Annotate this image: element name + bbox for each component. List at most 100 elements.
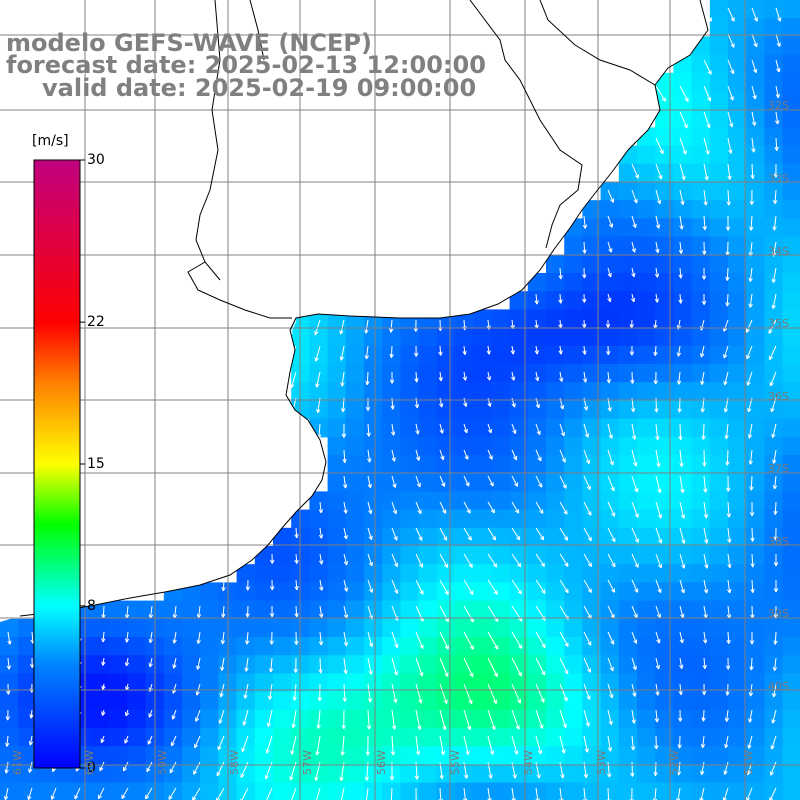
field-cell	[327, 746, 347, 765]
wind-arrow	[487, 449, 493, 460]
field-cell	[291, 637, 310, 656]
field-cell	[673, 182, 693, 201]
longitude-label: 53W	[595, 750, 608, 775]
wind-arrow	[726, 631, 731, 644]
field-cell	[546, 509, 565, 529]
wind-arrow	[772, 657, 778, 671]
field-cell	[618, 200, 638, 219]
field-cell	[327, 673, 347, 693]
field-cell	[491, 327, 511, 347]
wind-arrow	[242, 709, 249, 726]
longitude-label: 54W	[522, 750, 535, 775]
field-cell	[436, 364, 456, 383]
field-cell	[600, 455, 620, 474]
wind-arrow	[316, 787, 321, 800]
field-cell	[491, 691, 511, 711]
wind-arrow	[291, 709, 297, 729]
field-cell	[564, 273, 583, 292]
field-cell	[473, 455, 492, 474]
field-cell	[473, 382, 492, 401]
wind-arrow	[463, 605, 474, 623]
wind-arrow	[463, 475, 470, 487]
field-cell	[746, 600, 765, 620]
field-cell	[618, 728, 638, 747]
field-cell	[691, 418, 711, 438]
field-cell	[418, 618, 438, 638]
wind-arrow	[726, 189, 731, 206]
wind-arrow	[746, 371, 753, 386]
field-cell	[546, 782, 565, 800]
field-cell	[746, 291, 765, 310]
field-cell	[309, 491, 329, 511]
colorbar-tick-label: 15	[87, 456, 105, 472]
wind-arrow	[389, 319, 394, 333]
field-cell	[491, 782, 511, 800]
field-cell	[418, 382, 438, 401]
wind-arrow	[700, 345, 705, 358]
border-path	[539, 0, 656, 86]
field-cell	[746, 109, 765, 128]
field-cell	[546, 345, 565, 365]
wind-arrow	[769, 371, 777, 387]
field-cell	[0, 764, 19, 784]
field-cell	[764, 564, 784, 583]
field-cell	[582, 364, 602, 383]
field-cell	[345, 400, 365, 420]
field-cell	[345, 436, 365, 456]
field-cell	[618, 618, 638, 638]
wind-arrow	[607, 189, 615, 203]
field-cell	[91, 764, 110, 784]
field-cell	[691, 618, 711, 638]
field-cell	[546, 564, 565, 583]
field-cell	[400, 364, 420, 383]
wind-arrow	[415, 735, 421, 756]
field-cell	[527, 473, 547, 492]
wind-arrow	[607, 293, 612, 303]
field-cell	[364, 418, 383, 438]
field-cell	[691, 673, 711, 693]
field-cell	[782, 546, 800, 565]
wind-arrow	[365, 787, 369, 800]
field-cell	[564, 455, 583, 474]
field-cell	[254, 637, 274, 656]
field-cell	[746, 673, 765, 693]
wind-arrow	[702, 657, 707, 670]
field-cell	[273, 728, 292, 747]
field-cell	[291, 764, 310, 784]
field-cell	[709, 746, 729, 765]
field-cell	[746, 728, 765, 747]
wind-arrow	[631, 657, 637, 671]
field-cell	[400, 564, 420, 583]
field-cell	[655, 218, 674, 238]
wind-arrow	[439, 657, 449, 677]
wind-arrow	[607, 241, 613, 253]
field-cell	[546, 746, 565, 765]
field-cell	[327, 400, 347, 420]
field-cell	[691, 145, 711, 165]
field-cell	[637, 691, 656, 711]
field-cell	[291, 655, 310, 674]
wind-arrow	[366, 709, 372, 730]
wind-arrow	[5, 735, 10, 747]
field-cell	[473, 564, 492, 583]
field-cell	[564, 655, 583, 674]
wind-arrow	[655, 449, 661, 467]
field-cell	[691, 309, 711, 329]
wind-arrow	[727, 59, 735, 75]
wind-arrow	[29, 683, 35, 693]
wind-arrow	[511, 553, 522, 568]
wind-arrow	[439, 579, 449, 596]
field-cell	[418, 782, 438, 800]
field-cell	[18, 764, 37, 784]
wind-arrow	[486, 345, 491, 355]
field-cell	[746, 218, 765, 238]
field-cell	[455, 382, 474, 401]
field-cell	[200, 600, 219, 620]
field-cell	[637, 418, 656, 438]
field-cell	[436, 728, 456, 747]
field-cell	[546, 709, 565, 729]
field-cell	[564, 400, 583, 420]
field-cell	[655, 509, 674, 529]
field-cell	[200, 582, 219, 602]
